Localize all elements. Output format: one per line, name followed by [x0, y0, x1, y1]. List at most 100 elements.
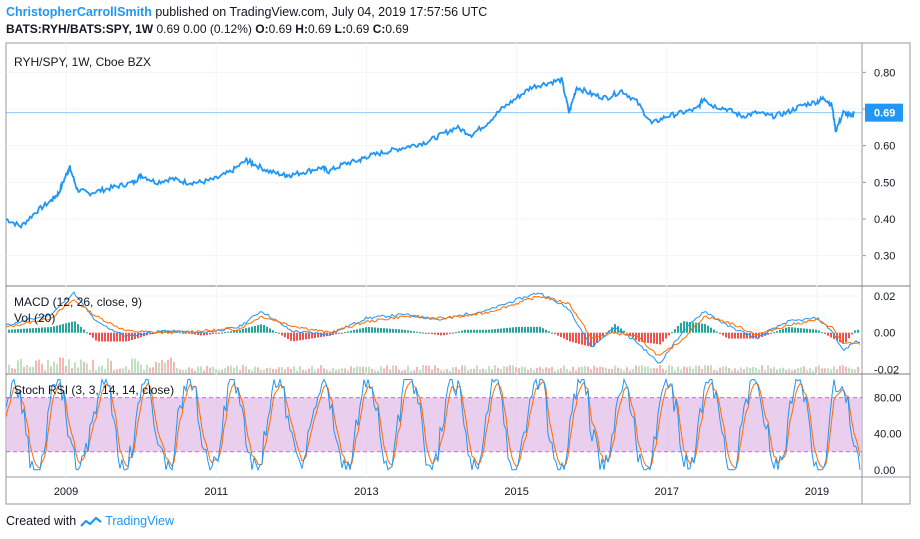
volume-bar	[383, 368, 385, 373]
macd-histogram-bar	[641, 332, 643, 343]
y-tick-label: 0.00	[874, 328, 895, 340]
macd-histogram-bar	[338, 332, 340, 334]
volume-bar	[845, 366, 847, 373]
macd-histogram-bar	[707, 325, 709, 333]
macd-histogram-bar	[128, 332, 130, 341]
volume-bar	[740, 367, 742, 373]
macd-histogram-bar	[227, 331, 229, 333]
volume-bar	[563, 365, 565, 373]
macd-histogram-bar	[302, 332, 304, 340]
volume-bar	[419, 369, 421, 373]
volume-bar	[233, 367, 235, 373]
volume-bar	[35, 360, 37, 373]
macd-histogram-bar	[569, 332, 571, 342]
macd-histogram-bar	[344, 332, 346, 334]
volume-bar	[761, 365, 763, 373]
macd-histogram-bar	[149, 332, 151, 335]
volume-bar	[758, 369, 760, 373]
macd-histogram-bar	[500, 328, 502, 333]
macd-histogram-bar	[566, 332, 568, 340]
volume-bar	[566, 369, 568, 373]
macd-histogram-bar	[395, 329, 397, 333]
macd-histogram-bar	[542, 328, 544, 333]
macd-histogram-bar	[68, 322, 70, 333]
volume-bar	[557, 369, 559, 373]
macd-histogram-bar	[716, 331, 718, 333]
volume-bar	[416, 366, 418, 373]
volume-bar	[425, 365, 427, 373]
volume-bar	[368, 366, 370, 373]
macd-histogram-bar	[392, 328, 394, 333]
macd-histogram-bar	[593, 332, 595, 347]
macd-histogram-bar	[98, 332, 100, 342]
volume-bar	[92, 359, 94, 373]
volume-bar	[584, 366, 586, 373]
x-tick-label: 2015	[504, 486, 528, 498]
macd-histogram-bar	[827, 332, 829, 336]
author-link[interactable]: ChristopherCarrollSmith	[6, 5, 152, 19]
macd-histogram-bar	[836, 332, 838, 341]
volume-bar	[833, 366, 835, 373]
volume-bar	[638, 366, 640, 373]
last-value: 0.69	[156, 22, 180, 36]
volume-bar	[608, 368, 610, 373]
volume-bar	[224, 368, 226, 373]
volume-bar	[32, 366, 34, 373]
y-tick-label: 80.00	[874, 393, 902, 405]
macd-histogram-bar	[377, 327, 379, 333]
volume-bar	[503, 366, 505, 373]
macd-histogram-bar	[491, 329, 493, 333]
macd-histogram-bar	[482, 329, 484, 333]
volume-bar	[221, 369, 223, 373]
volume-bar	[266, 367, 268, 373]
volume-bar	[305, 370, 307, 373]
volume-bar	[179, 369, 181, 373]
macd-histogram-bar	[77, 324, 79, 333]
macd-histogram-bar	[347, 331, 349, 333]
volume-bar	[554, 370, 556, 373]
volume-bar	[284, 369, 286, 373]
macd-histogram-bar	[425, 332, 427, 334]
volume-bar	[332, 368, 334, 373]
macd-histogram-bar	[14, 329, 16, 333]
macd-histogram-bar	[32, 328, 34, 333]
macd-histogram-bar	[356, 329, 358, 333]
volume-bar	[47, 359, 49, 373]
volume-bar	[119, 368, 121, 373]
volume-bar	[95, 370, 97, 373]
volume-bar	[842, 365, 844, 373]
volume-bar	[353, 367, 355, 373]
volume-bar	[206, 365, 208, 373]
volume-bar	[581, 366, 583, 373]
macd-histogram-bar	[503, 328, 505, 333]
published-text: published on TradingView.com, July 04, 2…	[155, 5, 488, 19]
volume-bar	[185, 369, 187, 373]
volume-bar	[614, 365, 616, 373]
macd-histogram-bar	[107, 332, 109, 342]
y-tick-label: 0.40	[874, 214, 895, 226]
volume-bar	[572, 366, 574, 373]
macd-histogram-bar	[59, 324, 61, 333]
volume-bar	[446, 369, 448, 373]
macd-histogram-bar	[749, 332, 751, 339]
macd-histogram-bar	[254, 325, 256, 333]
macd-histogram-bar	[647, 332, 649, 343]
volume-bar	[398, 369, 400, 373]
volume-bar	[659, 365, 661, 373]
macd-histogram-bar	[668, 332, 670, 336]
volume-bar	[743, 369, 745, 373]
macd-pane-title: MACD (12, 26, close, 9)	[14, 295, 142, 309]
macd-histogram-bar	[833, 332, 835, 340]
tradingview-brand[interactable]: TradingView	[105, 514, 174, 528]
volume-bar	[359, 366, 361, 373]
volume-bar	[203, 370, 205, 373]
macd-histogram-bar	[317, 332, 319, 338]
created-with-text: Created with	[6, 514, 77, 528]
volume-bar	[494, 365, 496, 373]
macd-histogram-bar	[704, 323, 706, 333]
volume-bar	[308, 368, 310, 373]
volume-bar	[587, 366, 589, 373]
macd-histogram-bar	[794, 327, 796, 333]
volume-bar	[464, 365, 466, 373]
